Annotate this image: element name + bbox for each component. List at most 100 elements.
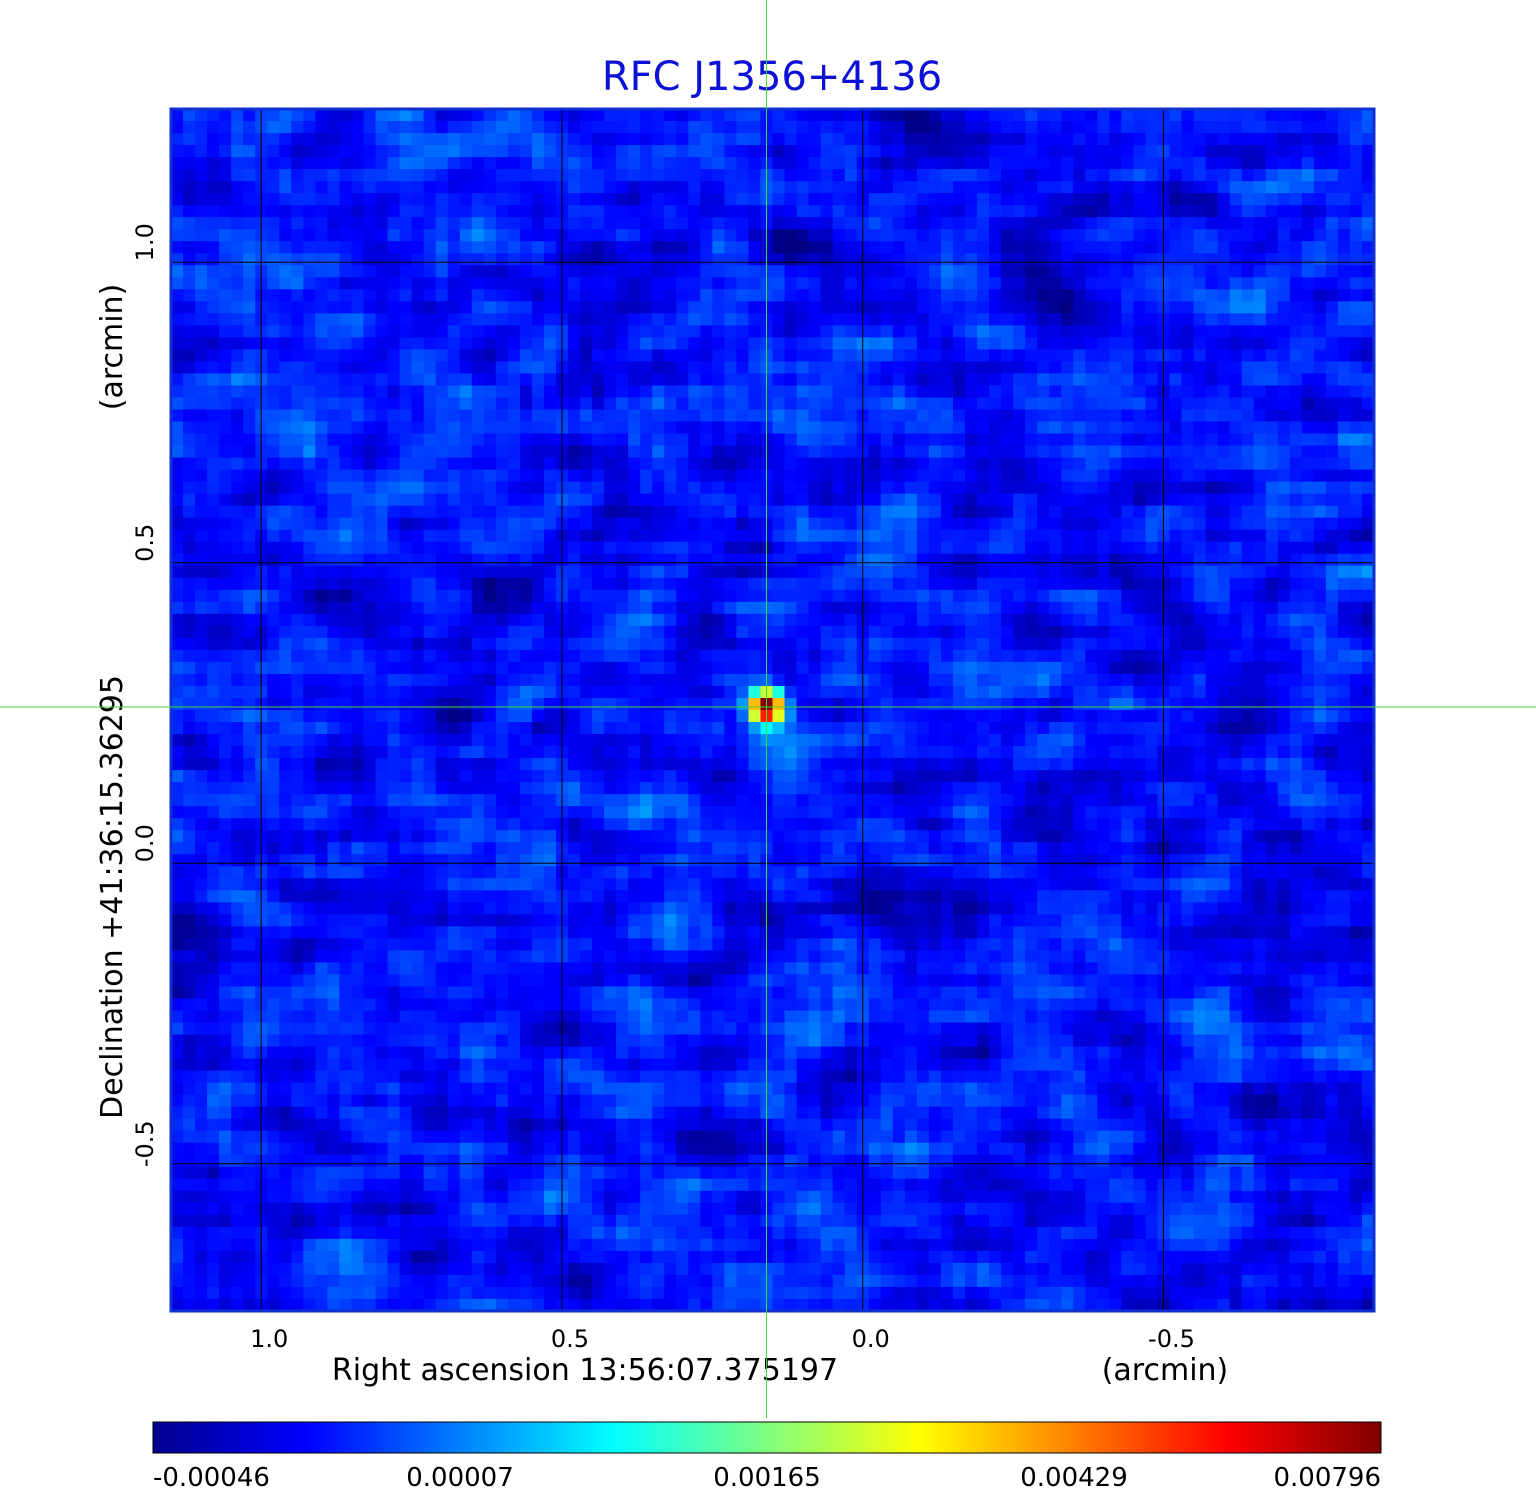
heatmap-cell bbox=[459, 649, 473, 663]
heatmap-cell bbox=[387, 145, 401, 158]
heatmap-cell bbox=[1001, 373, 1014, 387]
heatmap-cell bbox=[243, 109, 256, 122]
heatmap-cell bbox=[1061, 265, 1074, 278]
heatmap-cell bbox=[471, 349, 485, 363]
heatmap-cell bbox=[1013, 241, 1026, 254]
heatmap-cell bbox=[640, 697, 653, 711]
heatmap-cell bbox=[1361, 433, 1375, 447]
heatmap-cell bbox=[1025, 505, 1038, 519]
heatmap-cell bbox=[964, 577, 978, 591]
heatmap-cell bbox=[784, 337, 798, 350]
heatmap-cell bbox=[928, 517, 942, 531]
heatmap-cell bbox=[243, 637, 256, 651]
heatmap-cell bbox=[567, 325, 581, 338]
heatmap-cell bbox=[1121, 313, 1134, 326]
heatmap-cell bbox=[471, 121, 485, 134]
heatmap-cell bbox=[1265, 205, 1279, 218]
heatmap-cell bbox=[1025, 493, 1038, 507]
heatmap-cell bbox=[832, 277, 846, 290]
heatmap-cell bbox=[483, 361, 497, 375]
heatmap-cell bbox=[315, 505, 328, 519]
heatmap-cell bbox=[1289, 145, 1303, 158]
heatmap-cell bbox=[1277, 301, 1291, 314]
heatmap-cell bbox=[411, 241, 425, 254]
heatmap-cell bbox=[616, 673, 629, 687]
heatmap-cell bbox=[928, 361, 942, 375]
heatmap-cell bbox=[1193, 649, 1207, 663]
heatmap-cell bbox=[977, 373, 990, 387]
heatmap-cell bbox=[267, 265, 280, 278]
heatmap-cell bbox=[904, 193, 918, 206]
heatmap-cell bbox=[1025, 253, 1038, 266]
heatmap-cell bbox=[820, 325, 834, 338]
heatmap-cell bbox=[507, 673, 521, 687]
heatmap-cell bbox=[1349, 517, 1363, 531]
heatmap-cell bbox=[928, 109, 942, 122]
heatmap-cell bbox=[1325, 601, 1339, 615]
heatmap-cell bbox=[435, 469, 449, 483]
heatmap-cell bbox=[195, 385, 208, 399]
heatmap-cell bbox=[904, 553, 918, 567]
heatmap-cell bbox=[1061, 637, 1074, 651]
heatmap-cell bbox=[447, 685, 461, 699]
heatmap-cell bbox=[1217, 193, 1231, 206]
heatmap-cell bbox=[279, 109, 292, 122]
heatmap-cell bbox=[808, 673, 822, 687]
heatmap-cell bbox=[1073, 469, 1086, 483]
heatmap-cell bbox=[363, 265, 377, 278]
heatmap-cell bbox=[471, 445, 485, 459]
heatmap-cell bbox=[267, 685, 280, 699]
heatmap-cell bbox=[844, 445, 858, 459]
heatmap-cell bbox=[183, 157, 196, 170]
heatmap-cell bbox=[1073, 685, 1086, 699]
heatmap-cell bbox=[243, 217, 256, 230]
heatmap-cell bbox=[1133, 469, 1147, 483]
heatmap-cell bbox=[1073, 145, 1086, 158]
heatmap-cell bbox=[712, 505, 725, 519]
heatmap-cell bbox=[375, 505, 389, 519]
heatmap-cell bbox=[1193, 601, 1207, 615]
heatmap-cell bbox=[519, 601, 533, 615]
heatmap-cell bbox=[1301, 301, 1315, 314]
heatmap-cell bbox=[303, 301, 316, 314]
heatmap-cell bbox=[748, 121, 762, 134]
heatmap-cell bbox=[1073, 121, 1086, 134]
heatmap-cell bbox=[1349, 565, 1363, 579]
heatmap-cell bbox=[243, 265, 256, 278]
heatmap-cell bbox=[772, 337, 786, 350]
heatmap-cell bbox=[616, 121, 629, 134]
heatmap-cell bbox=[375, 301, 389, 314]
heatmap-cell bbox=[1229, 541, 1243, 555]
heatmap-cell bbox=[748, 697, 762, 711]
heatmap-cell bbox=[243, 145, 256, 158]
heatmap-cell bbox=[483, 505, 497, 519]
heatmap-cell bbox=[580, 553, 593, 567]
heatmap-cell bbox=[1133, 649, 1147, 663]
heatmap-cell bbox=[977, 253, 990, 266]
heatmap-cell bbox=[796, 325, 810, 338]
heatmap-cell bbox=[844, 493, 858, 507]
heatmap-cell bbox=[375, 481, 389, 495]
heatmap-cell bbox=[604, 685, 617, 699]
heatmap-cell bbox=[399, 145, 413, 158]
heatmap-cell bbox=[604, 553, 617, 567]
heatmap-cell bbox=[1109, 145, 1122, 158]
heatmap-cell bbox=[1253, 613, 1267, 627]
heatmap-cell bbox=[1181, 469, 1195, 483]
heatmap-cell bbox=[1085, 469, 1098, 483]
heatmap-cell bbox=[315, 601, 328, 615]
heatmap-cell bbox=[700, 529, 713, 543]
heatmap-cell bbox=[351, 481, 365, 495]
heatmap-cell bbox=[1073, 313, 1086, 326]
heatmap-cell bbox=[471, 517, 485, 531]
heatmap-cell bbox=[784, 145, 798, 158]
heatmap-cell bbox=[1121, 613, 1134, 627]
heatmap-cell bbox=[964, 373, 978, 387]
heatmap-cell bbox=[1133, 397, 1147, 411]
heatmap-cell bbox=[471, 565, 485, 579]
heatmap-cell bbox=[1049, 169, 1062, 182]
heatmap-cell bbox=[664, 301, 677, 314]
heatmap-cell bbox=[1061, 349, 1074, 363]
heatmap-cell bbox=[1265, 541, 1279, 555]
heatmap-cell bbox=[1361, 349, 1375, 363]
